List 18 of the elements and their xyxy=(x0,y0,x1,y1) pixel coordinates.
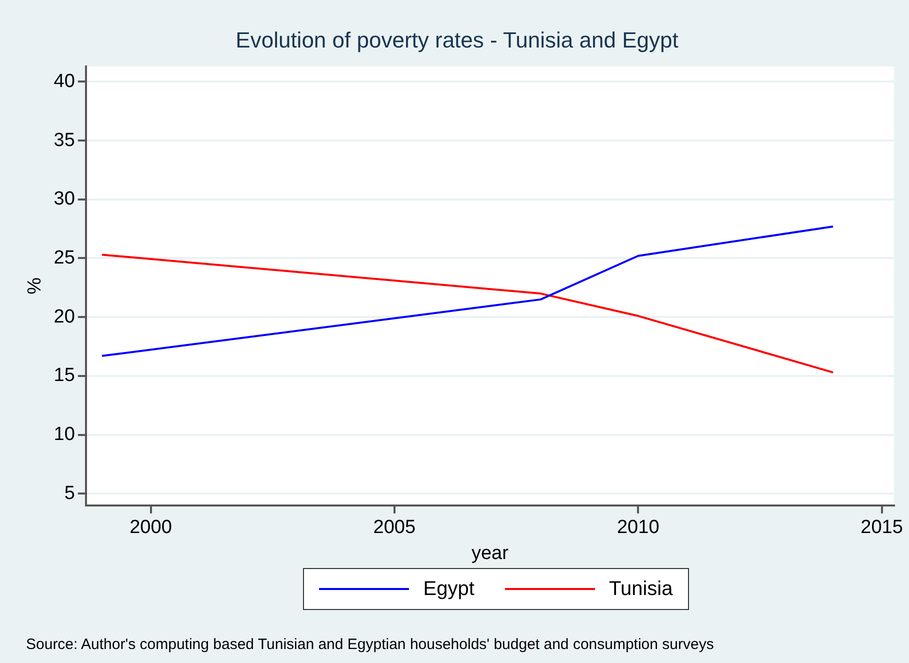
chart-title: Evolution of poverty rates - Tunisia and Egypt xyxy=(236,27,678,52)
y-tick-label: 40 xyxy=(54,70,75,92)
y-tick-label: 15 xyxy=(54,365,75,386)
legend-label: Egypt xyxy=(423,578,474,600)
y-tick-label: 30 xyxy=(54,188,75,210)
y-tick-label: 20 xyxy=(54,306,75,328)
source-note: Source: Author's computing based Tunisian and Egyptian households' budget and consumption surveys xyxy=(26,636,714,653)
x-axis-title: year xyxy=(471,542,510,564)
y-tick-label: 5 xyxy=(64,482,75,504)
x-tick-label: 2005 xyxy=(373,517,416,538)
x-tick-label: 2010 xyxy=(616,517,660,538)
y-tick-label: 35 xyxy=(54,130,75,151)
x-tick-label: 2000 xyxy=(130,517,172,538)
y-tick-label: 25 xyxy=(54,247,75,268)
y-axis-title: % xyxy=(24,277,46,294)
y-tick-label: 10 xyxy=(54,424,75,446)
x-tick-label: 2015 xyxy=(860,517,903,538)
legend-label: Tunisia xyxy=(608,578,673,600)
